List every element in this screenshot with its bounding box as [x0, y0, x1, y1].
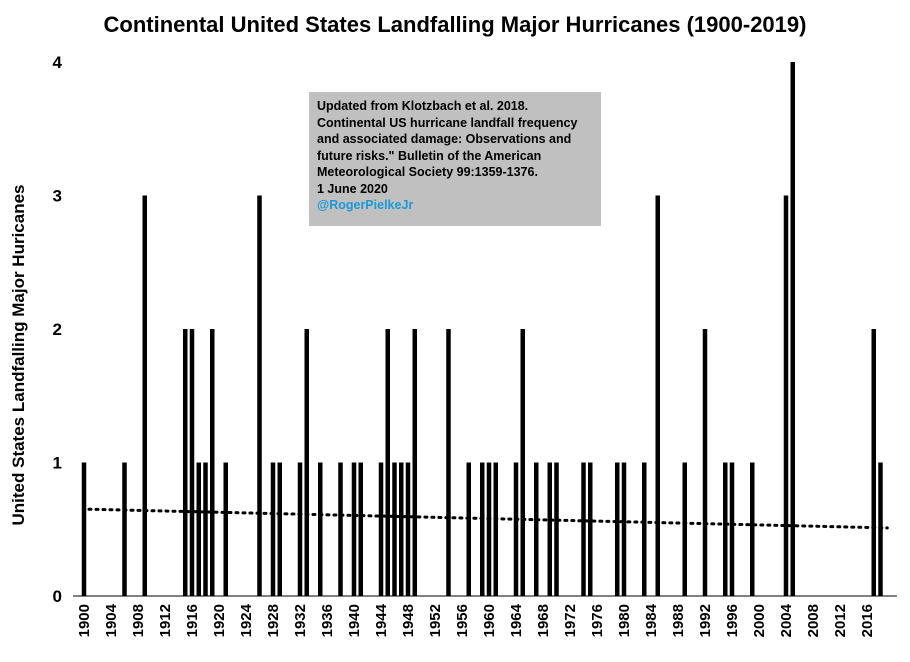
x-tick-label: 1996	[724, 604, 741, 637]
bar-1992	[702, 329, 708, 596]
bar-2004	[783, 195, 789, 596]
trendline	[87, 507, 889, 530]
x-tick-label: 1936	[319, 604, 336, 637]
bar-1949	[412, 329, 417, 596]
bar-1932	[297, 462, 303, 596]
bar-1970	[554, 462, 559, 596]
bar-1917	[196, 462, 201, 596]
bar-1921	[223, 462, 228, 596]
bar-1944	[378, 462, 384, 596]
annotation-line: Continental US hurricane landfall freque…	[317, 115, 578, 130]
bar-1975	[588, 462, 593, 596]
bar-1926	[257, 195, 262, 596]
bar-1996	[729, 462, 735, 596]
bar-1985	[655, 195, 660, 596]
x-tick-label: 1988	[670, 604, 687, 637]
x-tick-label: 1968	[535, 604, 552, 637]
x-tick-label: 1904	[103, 603, 120, 637]
annotation-box: Updated from Klotzbach et al. 2018. Conti…	[309, 92, 601, 226]
x-tick-label: 1952	[427, 604, 444, 637]
x-tick-label: 1900	[76, 604, 93, 637]
x-tick-label: 1976	[589, 604, 606, 637]
bar-1928	[270, 462, 276, 596]
x-tick-label: 1948	[400, 604, 417, 637]
x-tick-label: 2012	[832, 604, 849, 637]
trendline-line	[87, 507, 889, 530]
x-tick-label: 1924	[238, 603, 255, 637]
bar-1900	[81, 462, 87, 596]
x-tick-label: 1932	[292, 604, 309, 637]
x-tick-label: 1960	[481, 604, 498, 637]
bar-2005	[790, 62, 795, 596]
x-tick-label: 1912	[157, 604, 174, 637]
y-tick-label: 2	[53, 320, 62, 339]
x-tick-label: 1920	[211, 604, 228, 637]
bar-1941	[358, 462, 363, 596]
bar-1938	[338, 462, 343, 596]
x-tick-label: 1984	[643, 603, 660, 637]
bar-1967	[534, 462, 539, 596]
bar-1954	[446, 329, 451, 596]
bar-1935	[318, 462, 323, 596]
bar-1960	[486, 462, 492, 596]
bar-1974	[581, 462, 586, 596]
x-tick-label: 1972	[562, 604, 579, 637]
bar-1995	[723, 462, 728, 596]
x-tick-label: 1940	[346, 604, 363, 637]
x-tick-label: 1964	[508, 603, 525, 637]
bar-1915	[183, 329, 188, 596]
bar-1916	[189, 329, 195, 596]
y-tick-label: 4	[53, 53, 63, 72]
y-axis-label-group: United States Landfalling Major Huricane…	[9, 184, 28, 525]
x-tick-label: 1956	[454, 604, 471, 637]
y-axis-label: United States Landfalling Major Huricane…	[9, 184, 28, 525]
y-tick-label: 1	[53, 454, 62, 473]
bar-1946	[392, 462, 397, 596]
bar-1961	[493, 462, 498, 596]
annotation-line: 1 June 2020	[317, 181, 388, 196]
bar-1980	[621, 462, 627, 596]
bar-1919	[210, 329, 215, 596]
bar-1906	[122, 462, 127, 596]
bar-1933	[304, 329, 309, 596]
bar-1959	[480, 462, 485, 596]
x-tick-label: 2016	[859, 604, 876, 637]
bar-1989	[682, 462, 687, 596]
bar-1979	[615, 462, 620, 596]
annotation-line: Meteorological Society 99:1359-1376.	[317, 165, 538, 179]
x-tick-label: 2004	[778, 603, 795, 637]
annotation-line: future risks." Bulletin of the American	[317, 148, 542, 163]
chart-title: Continental United States Landfalling Ma…	[103, 12, 807, 37]
x-tick-label: 2008	[805, 604, 822, 637]
annotation-line: Updated from Klotzbach et al. 2018.	[317, 99, 529, 113]
annotation-line: and associated damage: Observations and	[317, 132, 572, 146]
bar-1929	[277, 462, 282, 596]
bar-1964	[513, 462, 519, 596]
y-ticks: 0 1 2 3 4	[53, 53, 63, 606]
bar-1948	[405, 462, 411, 596]
bar-1965	[520, 329, 525, 596]
x-tick-label: 2000	[751, 604, 768, 637]
x-ticks: 1900 1904 1908 1912 1916 1920 1924 1928 1932 1936…	[76, 603, 876, 637]
bar-1969	[547, 462, 552, 596]
x-tick-label: 1992	[697, 604, 714, 637]
y-tick-label: 0	[53, 587, 62, 606]
bar-1940	[351, 462, 357, 596]
twitter-handle: @RogerPielkeJr	[317, 198, 414, 212]
x-tick-label: 1908	[130, 604, 147, 637]
y-tick-label: 3	[53, 187, 62, 206]
x-tick-label: 1928	[265, 604, 282, 637]
bar-1957	[466, 462, 471, 596]
bar-1909	[142, 195, 147, 596]
x-tick-label: 1944	[373, 603, 390, 637]
x-tick-label: 1980	[616, 604, 633, 637]
bar-2017	[871, 329, 876, 596]
x-tick-label: 1916	[184, 604, 201, 637]
bar-1918	[203, 462, 208, 596]
bar-1947	[399, 462, 404, 596]
bar-1983	[642, 462, 647, 596]
bar-1999	[750, 462, 755, 596]
bar-1945	[385, 329, 390, 596]
